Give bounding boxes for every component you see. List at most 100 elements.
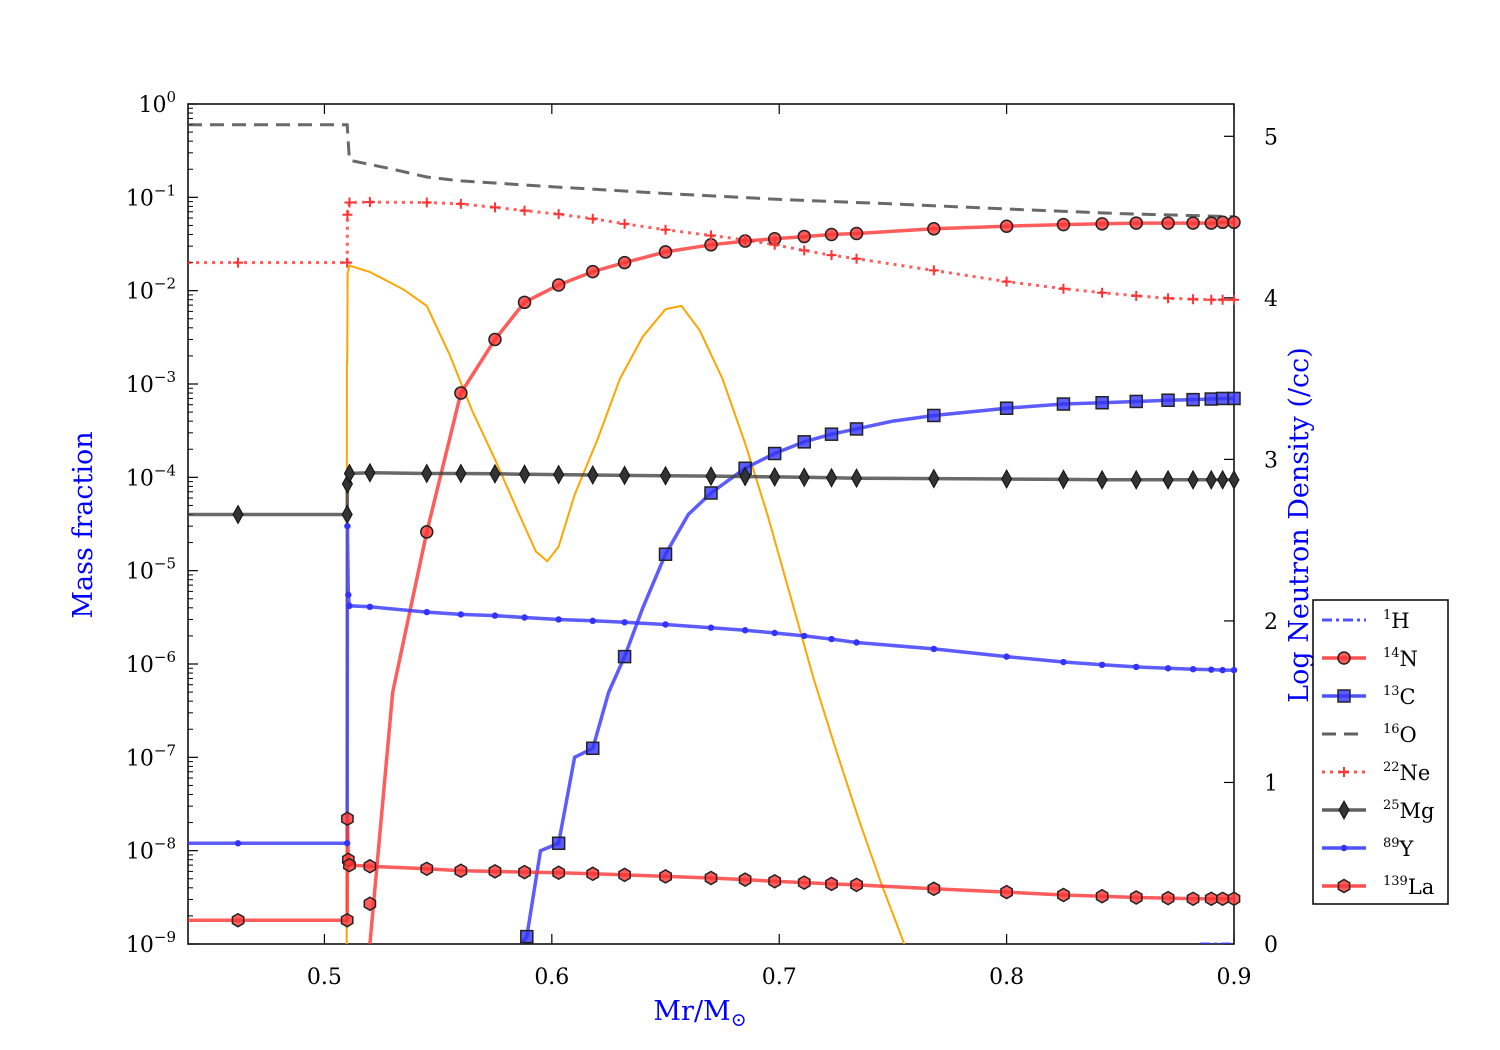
marker-ne [553,209,564,220]
marker-mg [1001,468,1013,490]
marker-c [1095,395,1109,410]
x-tick-label: 0.7 [762,965,797,990]
legend-marker-n [1337,651,1351,665]
marker-la [1216,891,1230,907]
marker-mg [1187,469,1199,490]
marker-ne [1131,290,1142,301]
marker-mg [1130,469,1142,490]
marker-c [1056,397,1071,411]
marker-ne [1188,294,1199,305]
marker-y [1219,666,1226,674]
marker-ne [826,250,837,261]
marker-n [551,278,566,292]
marker-y [853,639,860,646]
legend-box [1312,599,1449,905]
marker-la [343,857,356,873]
marker-n [1227,215,1241,230]
plot-frame [187,103,1235,945]
marker-ne [587,213,598,224]
markers-layer [231,197,1241,944]
marker-mg [341,504,353,525]
marker-mg [1217,469,1229,490]
marker-y [345,591,352,599]
marker-la [518,864,531,880]
legend-marker-la [1337,878,1351,894]
marker-ne [1229,294,1239,305]
marker-n [517,295,532,310]
marker-c [520,929,534,944]
marker-n [927,222,941,236]
marker-y [346,602,353,610]
y-left-tick-label: 100 [138,88,176,118]
marker-mg [1057,469,1070,490]
marker-y [828,635,835,643]
marker-n [658,245,673,259]
legend-label-c: 13C [1383,684,1416,709]
marker-mg [705,466,717,487]
marker-la [1129,890,1143,905]
legend-label-la: 139La [1383,874,1434,899]
marker-la [738,872,752,887]
y-left-tick-label: 10−4 [126,461,176,491]
marker-mg [1096,469,1108,490]
marker-c [824,427,839,441]
marker-mg [232,504,244,525]
y-axis-left-label: Mass fraction [68,431,99,618]
legend-label-mg: 25Mg [1383,798,1435,823]
marker-ne [740,234,751,245]
marker-y [234,840,242,847]
marker-la [850,877,863,893]
marker-y [1208,666,1215,673]
marker-y [662,621,669,628]
marker-c [586,741,600,756]
y-axis-right-label: Log Neutron Density (/cc) [1284,347,1315,703]
marker-la [659,869,672,884]
marker-ne [1163,293,1174,304]
marker-y [457,611,465,618]
marker-y [1133,663,1140,671]
marker-y [801,632,808,640]
y-right-tick-label: 1 [1264,771,1278,796]
marker-la [927,881,941,897]
marker-y [1003,653,1010,660]
marker-ne [421,197,432,208]
marker-y [555,616,562,623]
marker-n [586,264,600,279]
marker-y [423,608,430,616]
marker-mg [850,468,863,489]
marker-n [420,525,434,539]
marker-n [1095,217,1109,231]
marker-y [930,645,938,653]
marker-ne [342,209,353,220]
y-left-tick-label: 10−1 [126,181,176,211]
marker-ne [851,253,862,264]
marker-n [617,255,632,270]
legend-label-ne: 22Ne [1383,760,1430,785]
marker-la [825,876,838,892]
y-left-tick-label: 10−3 [126,368,176,398]
marker-mg [1228,469,1240,490]
legend-label-o: 16O [1383,722,1417,747]
marker-ne [364,197,375,208]
marker-la [1095,888,1109,904]
marker-la [1000,884,1013,900]
marker-n [454,386,468,400]
marker-la [454,863,468,879]
x-tick-label: 0.6 [534,965,569,990]
marker-ne [342,257,353,268]
marker-y [707,624,715,631]
marker-mg [343,463,356,484]
marker-c [1161,393,1175,407]
marker-mg [489,463,501,484]
marker-mg [928,468,940,489]
marker-y [366,603,374,611]
legend-label-y: 89Y [1383,836,1415,861]
marker-la [341,811,354,827]
marker-mg [1205,469,1217,490]
marker-y [1189,665,1197,673]
marker-ne [344,197,355,208]
y-left-tick-label: 10−2 [126,275,176,305]
legend-marker-ne [1339,767,1349,777]
marker-mg [421,463,433,484]
ticks: 0.5 0.6 0.7 0.8 0.910010−110−210−310−410−510… [126,88,1278,990]
